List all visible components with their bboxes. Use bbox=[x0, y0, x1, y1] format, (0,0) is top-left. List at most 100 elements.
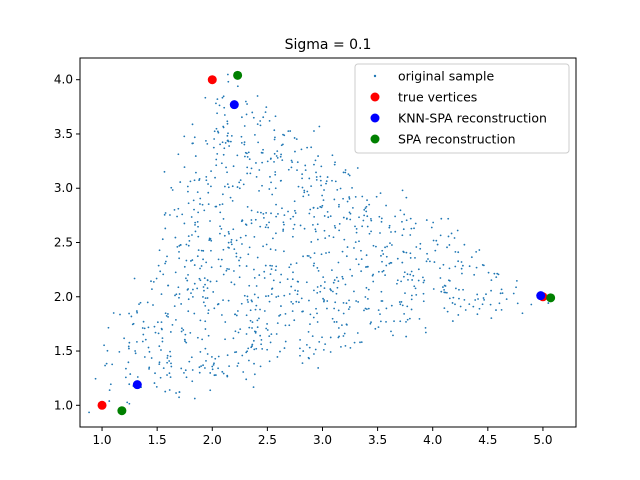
x-tick-label: 4.0 bbox=[423, 433, 442, 447]
legend-label: KNN-SPA reconstruction bbox=[398, 111, 547, 126]
sample-point bbox=[314, 348, 317, 351]
sample-point bbox=[401, 234, 404, 237]
sample-point bbox=[208, 238, 211, 241]
sample-point bbox=[240, 302, 243, 305]
sample-point bbox=[164, 312, 167, 315]
sample-point bbox=[456, 229, 459, 232]
y-tick-label: 4.0 bbox=[54, 73, 73, 87]
sample-point bbox=[272, 237, 274, 240]
sample-point bbox=[209, 372, 212, 374]
sample-point bbox=[187, 235, 190, 238]
sample-point bbox=[310, 146, 313, 149]
sample-point bbox=[253, 330, 256, 333]
sample-point bbox=[256, 211, 259, 214]
sample-point bbox=[160, 293, 163, 295]
sample-point bbox=[266, 160, 269, 163]
sample-point bbox=[244, 234, 247, 237]
sample-point bbox=[301, 186, 304, 189]
sample-point bbox=[248, 246, 251, 249]
sample-point bbox=[405, 251, 408, 254]
sample-point bbox=[378, 215, 381, 218]
sample-point bbox=[293, 137, 296, 139]
sample-point bbox=[348, 299, 350, 302]
sample-point bbox=[220, 314, 223, 316]
sample-point bbox=[247, 151, 250, 154]
sample-point bbox=[274, 115, 277, 118]
sample-point bbox=[323, 287, 326, 290]
sample-point bbox=[279, 313, 282, 316]
sample-point bbox=[216, 303, 219, 306]
sample-point bbox=[388, 224, 391, 227]
sample-point bbox=[386, 245, 388, 248]
sample-point bbox=[331, 269, 333, 272]
sample-point bbox=[281, 207, 283, 210]
sample-point bbox=[320, 184, 322, 187]
sample-point bbox=[146, 301, 149, 304]
sample-point bbox=[478, 307, 481, 310]
sample-point bbox=[291, 310, 294, 312]
sample-point bbox=[294, 212, 297, 214]
sample-point bbox=[167, 316, 170, 318]
sample-point bbox=[169, 331, 172, 333]
sample-point bbox=[460, 267, 463, 270]
sample-point bbox=[451, 320, 454, 322]
sample-point bbox=[158, 363, 161, 365]
sample-point bbox=[219, 225, 221, 228]
sample-point bbox=[278, 315, 280, 317]
sample-point bbox=[353, 341, 356, 344]
sample-point bbox=[240, 141, 243, 144]
sample-point bbox=[512, 292, 515, 295]
sample-point bbox=[268, 119, 271, 122]
sample-point bbox=[414, 222, 417, 225]
sample-point bbox=[317, 367, 320, 369]
sample-point bbox=[403, 271, 406, 274]
sample-point bbox=[225, 269, 228, 272]
sample-point bbox=[136, 311, 139, 314]
sample-point bbox=[457, 314, 460, 316]
sample-point bbox=[322, 199, 325, 202]
sample-point bbox=[454, 265, 457, 268]
sample-point bbox=[204, 96, 207, 99]
spa-reconstruction-point bbox=[117, 406, 127, 416]
sample-point bbox=[295, 300, 298, 303]
sample-point bbox=[326, 300, 329, 302]
sample-point bbox=[147, 326, 150, 329]
sample-point bbox=[179, 243, 182, 246]
sample-point bbox=[357, 263, 360, 266]
sample-point bbox=[253, 276, 256, 279]
sample-point bbox=[171, 323, 174, 326]
sample-point bbox=[228, 365, 231, 368]
knn-spa-reconstruction-point bbox=[536, 291, 546, 301]
sample-point bbox=[202, 258, 204, 261]
sample-point bbox=[257, 141, 260, 144]
sample-point bbox=[351, 274, 353, 277]
sample-point bbox=[228, 268, 230, 271]
sample-point bbox=[175, 319, 177, 321]
sample-point bbox=[196, 336, 199, 339]
sample-point bbox=[501, 292, 504, 294]
sample-point bbox=[385, 320, 387, 323]
sample-point bbox=[481, 303, 484, 306]
sample-point bbox=[333, 307, 336, 310]
sample-point bbox=[313, 216, 316, 218]
sample-point bbox=[164, 227, 167, 230]
sample-point bbox=[404, 292, 406, 294]
sample-point bbox=[547, 302, 550, 304]
sample-point bbox=[406, 318, 409, 321]
sample-point bbox=[321, 204, 324, 207]
sample-point bbox=[476, 313, 479, 316]
sample-point bbox=[320, 165, 323, 168]
sample-point bbox=[375, 195, 378, 198]
sample-point bbox=[196, 220, 199, 223]
sample-point bbox=[282, 221, 285, 224]
sample-point bbox=[266, 329, 269, 331]
sample-point bbox=[199, 279, 202, 282]
sample-point bbox=[334, 226, 337, 229]
sample-point bbox=[482, 297, 485, 299]
sample-point bbox=[366, 225, 369, 228]
sample-point bbox=[333, 279, 336, 281]
sample-point bbox=[289, 263, 292, 266]
sample-point bbox=[193, 264, 196, 266]
sample-point bbox=[215, 102, 217, 105]
sample-point bbox=[179, 181, 182, 183]
